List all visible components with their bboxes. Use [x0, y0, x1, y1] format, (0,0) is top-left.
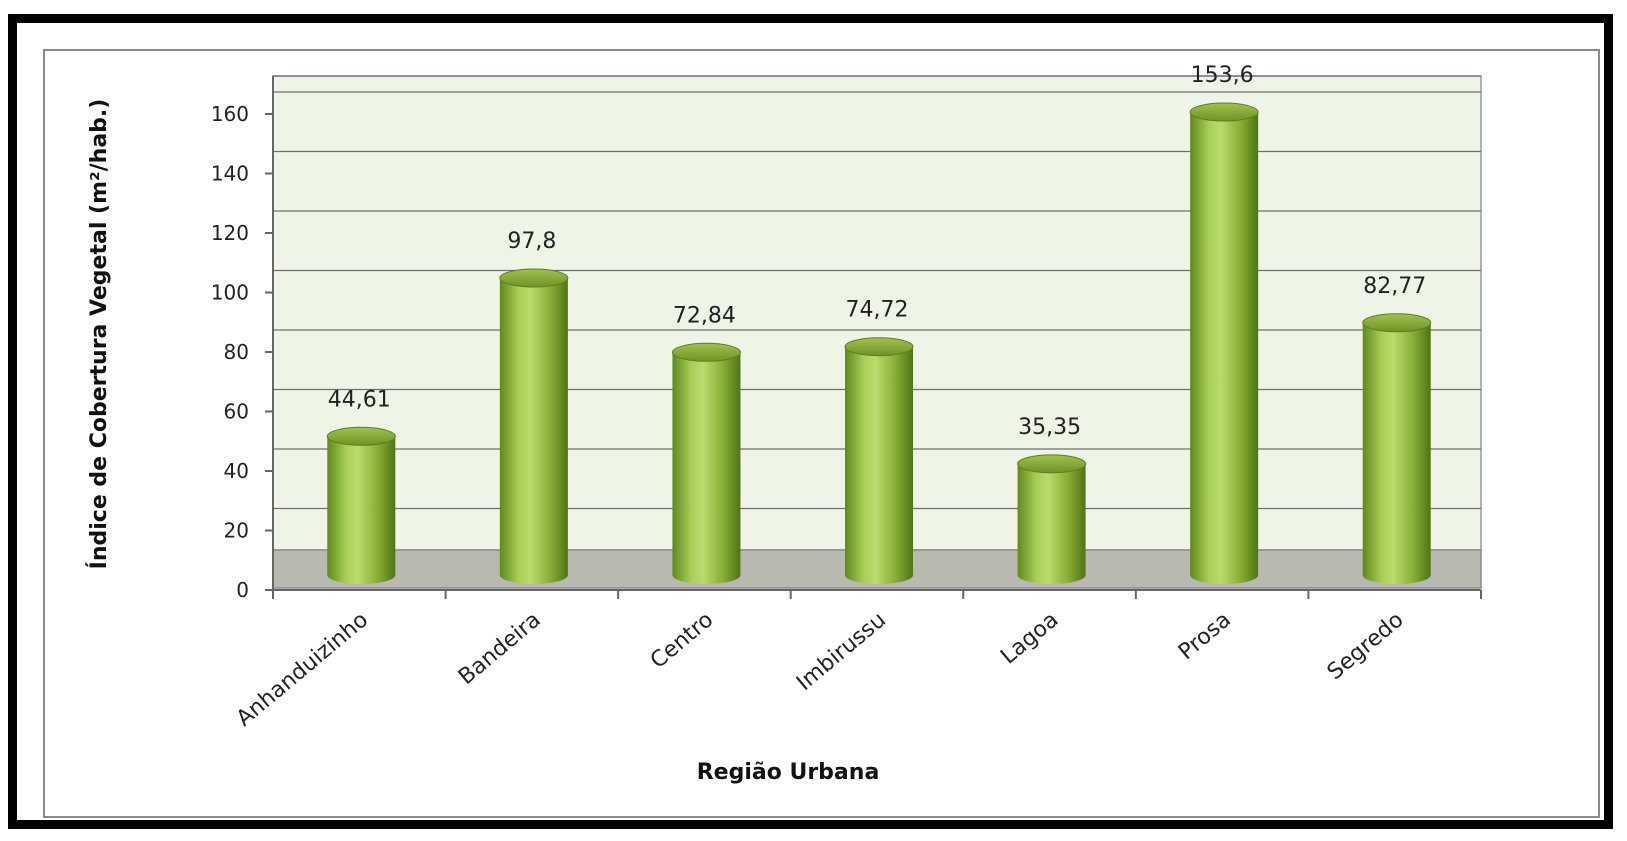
- bar-top: [671, 342, 741, 362]
- bar-body: [1190, 112, 1259, 584]
- y-tick-label: 60: [224, 400, 249, 424]
- y-tick-label: 80: [224, 340, 249, 364]
- y-tick-label: 120: [211, 221, 249, 245]
- data-label: 44,61: [328, 387, 391, 412]
- y-tick-label: 160: [211, 102, 249, 126]
- data-label: 97,8: [507, 229, 556, 254]
- bar-top: [1362, 313, 1432, 333]
- bar: [1362, 313, 1432, 584]
- y-tick-label: 20: [224, 519, 249, 543]
- y-tick-label: 140: [211, 162, 249, 186]
- bar: [499, 268, 569, 584]
- bar: [1017, 454, 1087, 584]
- data-label: 82,77: [1363, 274, 1426, 299]
- bars: [326, 102, 1432, 584]
- bar: [844, 337, 914, 584]
- bar-body: [499, 278, 568, 584]
- bar-body: [672, 352, 741, 584]
- data-label: 72,84: [673, 303, 736, 328]
- y-tick-label: 40: [224, 459, 249, 483]
- bar-top: [326, 426, 396, 446]
- y-tick-label: 0: [236, 578, 249, 602]
- y-tick-label: 100: [211, 281, 249, 305]
- bar-top: [1189, 102, 1259, 122]
- data-label: 153,6: [1191, 63, 1254, 88]
- bar: [1189, 102, 1259, 584]
- x-axis-title: Região Urbana: [697, 760, 880, 785]
- bar: [671, 342, 741, 584]
- bar-body: [1017, 463, 1086, 584]
- bar: [326, 426, 396, 584]
- axes: 0 20 40 60 80 100 120 140 160: [211, 76, 1482, 602]
- bar-top: [1017, 454, 1087, 474]
- bar-body: [1362, 322, 1431, 584]
- bar-body: [327, 436, 396, 584]
- data-label: 74,72: [846, 298, 909, 323]
- gridlines: [273, 75, 1481, 510]
- y-axis-title: Índice de Cobertura Vegetal (m²/hab.): [86, 99, 112, 570]
- bar-top: [499, 268, 569, 288]
- data-label: 35,35: [1018, 415, 1081, 440]
- bar-body: [845, 346, 913, 584]
- bar-top: [844, 337, 914, 357]
